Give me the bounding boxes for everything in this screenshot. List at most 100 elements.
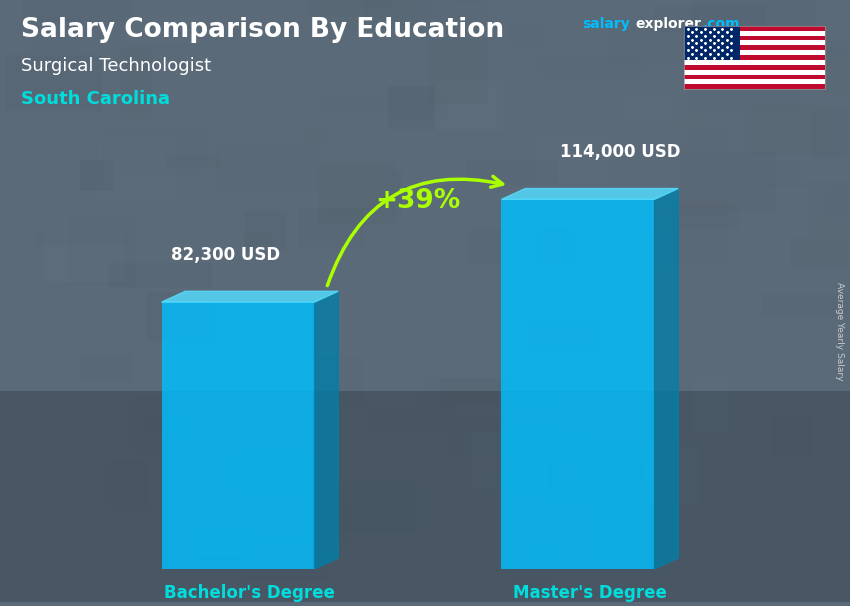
Bar	[429, 39, 488, 104]
Bar	[684, 50, 824, 55]
Bar	[790, 238, 850, 267]
Bar	[582, 442, 700, 504]
Bar	[35, 233, 129, 246]
Bar	[49, 26, 136, 81]
Bar	[102, 127, 205, 173]
Bar	[842, 295, 850, 354]
Bar	[364, 0, 488, 20]
Bar	[179, 339, 218, 405]
Bar	[242, 538, 330, 580]
Bar	[695, 41, 722, 84]
Bar	[525, 487, 559, 541]
Bar	[449, 0, 482, 4]
Bar	[727, 161, 801, 178]
Bar	[688, 47, 802, 115]
Bar	[707, 451, 751, 474]
Polygon shape	[502, 188, 678, 199]
Text: Average Yearly Salary: Average Yearly Salary	[836, 282, 844, 381]
Bar	[469, 228, 584, 264]
Bar	[765, 188, 825, 221]
Bar	[275, 319, 353, 346]
Bar	[723, 365, 766, 411]
Bar	[298, 208, 364, 247]
Bar	[824, 53, 850, 81]
Text: 114,000 USD: 114,000 USD	[560, 144, 681, 161]
Bar	[38, 367, 161, 433]
Bar	[684, 70, 824, 75]
Bar	[9, 301, 41, 320]
Bar	[754, 115, 845, 133]
Bar	[267, 269, 385, 296]
Text: Salary Comparison By Education: Salary Comparison By Education	[21, 17, 504, 43]
Bar	[388, 86, 434, 129]
Bar	[625, 96, 679, 118]
Bar	[445, 326, 473, 345]
Bar	[811, 185, 850, 237]
Bar	[642, 204, 740, 228]
Bar	[606, 19, 684, 63]
Bar	[828, 0, 850, 8]
Bar	[824, 55, 850, 95]
Bar	[144, 417, 187, 435]
Bar	[691, 0, 817, 32]
Bar	[147, 291, 213, 341]
Bar	[515, 544, 552, 596]
Bar	[684, 41, 824, 45]
Bar	[309, 0, 433, 17]
Bar	[276, 90, 368, 153]
Bar	[175, 329, 252, 383]
Text: +39%: +39%	[375, 188, 461, 214]
Bar	[694, 241, 774, 268]
Bar	[166, 153, 220, 167]
Bar	[303, 127, 330, 146]
Bar	[799, 0, 850, 28]
Bar	[259, 505, 354, 543]
Bar	[367, 406, 455, 427]
Bar	[244, 232, 272, 246]
Bar	[684, 75, 824, 79]
Bar	[320, 531, 404, 545]
Bar	[21, 0, 133, 22]
Bar	[634, 216, 758, 251]
Text: 82,300 USD: 82,300 USD	[171, 246, 280, 264]
Text: Bachelor's Degree: Bachelor's Degree	[164, 584, 336, 602]
Bar	[571, 88, 621, 144]
Bar	[484, 472, 573, 544]
Bar	[5, 55, 102, 111]
Bar	[729, 286, 832, 344]
Bar	[686, 44, 745, 62]
Bar	[684, 84, 824, 89]
Bar	[537, 300, 592, 332]
Bar	[812, 109, 850, 158]
Bar	[762, 295, 850, 317]
Bar	[217, 144, 320, 191]
Bar	[467, 160, 558, 185]
Bar	[125, 16, 201, 44]
Bar	[68, 215, 135, 286]
Bar	[525, 323, 598, 380]
Bar	[772, 416, 813, 458]
Bar	[108, 262, 212, 288]
Bar	[684, 79, 824, 84]
Bar	[673, 85, 708, 127]
Bar	[684, 36, 824, 41]
Bar	[419, 378, 509, 404]
Bar	[535, 133, 607, 183]
Bar	[758, 180, 850, 222]
Bar	[330, 170, 402, 215]
Bar	[684, 26, 824, 89]
Text: explorer: explorer	[635, 17, 700, 31]
Bar	[29, 2, 81, 55]
Text: South Carolina: South Carolina	[21, 90, 170, 108]
Bar	[692, 378, 730, 432]
Bar	[671, 258, 705, 302]
Bar	[684, 31, 824, 36]
Bar	[508, 23, 543, 47]
Bar	[304, 483, 418, 532]
Bar	[44, 231, 125, 282]
Bar	[286, 450, 318, 521]
Bar	[517, 430, 548, 499]
Bar	[246, 211, 286, 252]
Bar	[534, 485, 649, 553]
Bar	[521, 286, 642, 350]
